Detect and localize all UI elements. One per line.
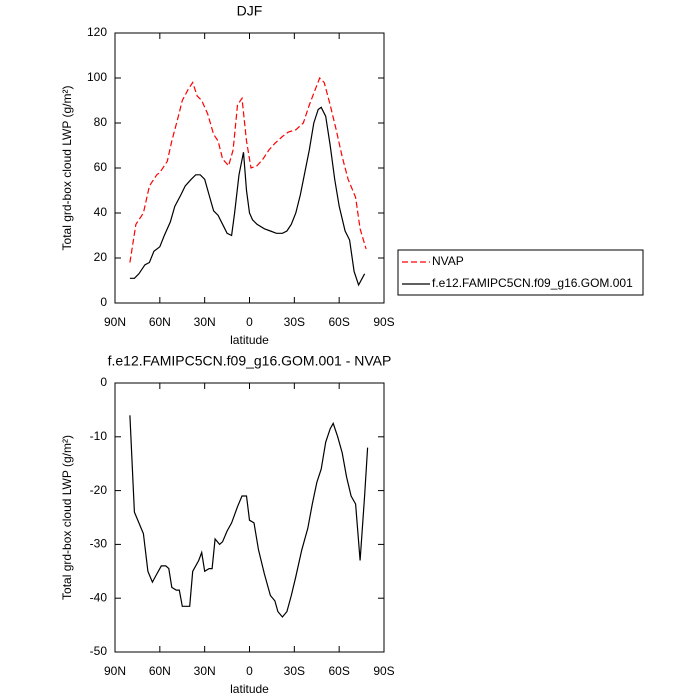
y-tick-label: 100 xyxy=(87,70,107,84)
y-axis-label: Total grd-box cloud LWP (g/m²) xyxy=(60,86,74,251)
y-tick-label: 0 xyxy=(100,295,107,309)
plot-frame xyxy=(114,32,385,304)
y-tick-label: 80 xyxy=(94,115,108,129)
x-tick-label: 0 xyxy=(246,664,253,678)
legend-box xyxy=(397,249,644,296)
x-tick-label: 30N xyxy=(194,315,216,329)
x-tick-label: 60N xyxy=(149,315,171,329)
y-tick-label: 40 xyxy=(94,205,108,219)
data-line xyxy=(129,106,366,287)
x-tick-label: 0 xyxy=(246,315,253,329)
legend-label: f.e12.FAMIPC5CN.f09_g16.GOM.001 xyxy=(432,276,633,290)
data-line xyxy=(129,415,369,618)
x-tick-label: 60N xyxy=(149,664,171,678)
y-tick-label: -10 xyxy=(90,429,108,443)
x-tick-label: 90S xyxy=(373,664,394,678)
y-tick-label: -40 xyxy=(90,590,108,604)
y-tick-label: 20 xyxy=(94,250,108,264)
x-tick-label: 90S xyxy=(373,315,394,329)
x-axis-label: latitude xyxy=(230,333,269,347)
x-tick-label: 90N xyxy=(104,315,126,329)
data-line xyxy=(129,76,367,263)
y-axis-label: Total grd-box cloud LWP (g/m²) xyxy=(60,435,74,600)
legend-label: NVAP xyxy=(432,254,464,268)
y-tick-label: 120 xyxy=(87,25,107,39)
y-tick-label: -30 xyxy=(90,537,108,551)
y-tick-label: -50 xyxy=(90,644,108,658)
x-tick-label: 30S xyxy=(284,664,305,678)
x-tick-label: 60S xyxy=(328,664,349,678)
x-axis-label: latitude xyxy=(230,682,269,696)
x-tick-label: 30N xyxy=(194,664,216,678)
x-tick-label: 60S xyxy=(328,315,349,329)
x-tick-label: 90N xyxy=(104,664,126,678)
chart-title: f.e12.FAMIPC5CN.f09_g16.GOM.001 - NVAP xyxy=(108,353,392,369)
y-tick-label: 0 xyxy=(100,375,107,389)
y-tick-label: -20 xyxy=(90,483,108,497)
x-tick-label: 30S xyxy=(284,315,305,329)
chart-title: DJF xyxy=(237,3,263,19)
y-tick-label: 60 xyxy=(94,160,108,174)
